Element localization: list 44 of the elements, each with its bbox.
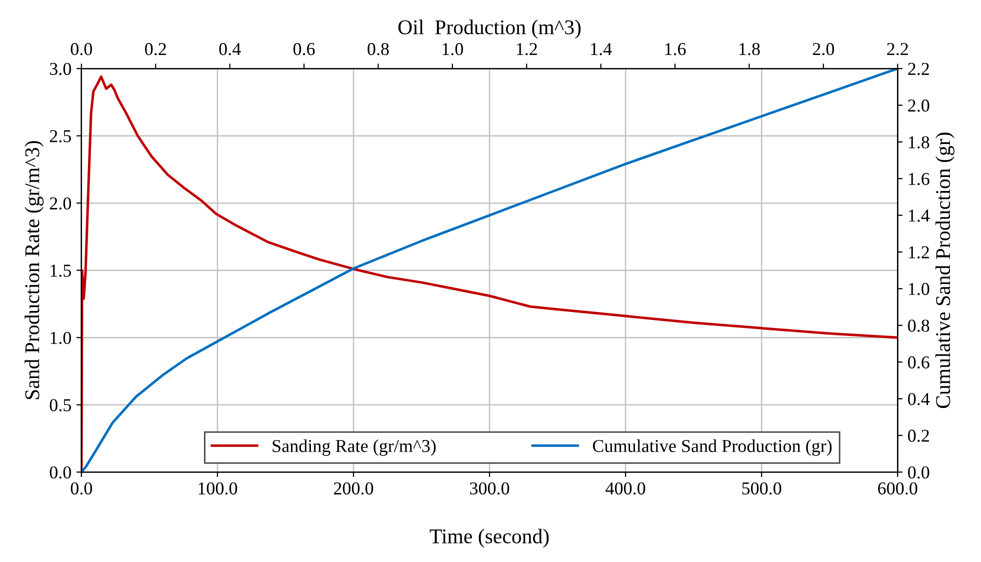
y2-axis-title: Cumulative Sand Production (gr) [935,132,954,408]
y-tick-label: 2.5 [50,130,71,142]
y2-tick-label: 0.8 [908,320,930,332]
x2-tick-label: 2.2 [887,43,908,56]
x2-axis-title: Oil Production (m^3) [398,20,581,39]
y2-tick-label: 1.6 [908,172,930,186]
x-tick-label: 100.0 [198,482,238,495]
x2-tick-label: 0.6 [293,42,315,56]
x2-tick-label: 1.4 [591,43,612,56]
x-tick-label: 300.0 [470,482,510,495]
legend-label: Sanding Rate (gr/m^3) [272,439,436,456]
x-tick-label: 400.0 [606,482,646,495]
x2-tick-label: 1.0 [442,42,464,56]
y2-tick-label: 0.4 [908,392,930,406]
y-tick-label: 1.0 [50,332,72,344]
y2-tick-label: 1.0 [908,282,930,296]
x2-tick-label: 0.2 [145,42,166,56]
x-axis-title: Time (second) [430,528,549,548]
y2-tick-label: 1.2 [908,246,929,258]
y2-tick-label: 2.0 [908,100,930,112]
y-tick-label: 1.5 [50,264,71,277]
y2-tick-label: 0.6 [908,356,930,369]
y2-tick-label: 0.0 [908,466,930,479]
x2-tick-label: 1.2 [516,43,537,56]
x2-tick-label: 0.4 [219,42,241,56]
y-tick-label: 2.0 [50,197,72,210]
y2-tick-label: 1.8 [908,136,930,148]
x2-tick-label: 2.0 [812,42,834,56]
x2-tick-label: 0.8 [368,42,389,56]
y2-tick-label: 1.4 [908,210,930,222]
x-tick-label: 600.0 [878,482,918,495]
y-axis-title: Sand Production Rate (gr/m^3) [24,141,44,400]
legend-label: Cumulative Sand Production (gr) [592,439,832,456]
x2-tick-label: 0.0 [70,42,92,56]
x2-tick-label: 1.6 [665,43,686,56]
x-tick-label: 200.0 [334,482,374,495]
y2-tick-label: 2.2 [908,62,929,76]
x-tick-label: 500.0 [742,482,782,495]
y-tick-label: 3.0 [50,62,72,76]
y-tick-label: 0.5 [50,399,71,412]
x2-tick-label: 1.8 [740,42,760,56]
y2-tick-label: 0.2 [908,430,929,442]
x-tick-label: 0.0 [70,482,92,495]
y-tick-label: 0.0 [50,466,72,479]
